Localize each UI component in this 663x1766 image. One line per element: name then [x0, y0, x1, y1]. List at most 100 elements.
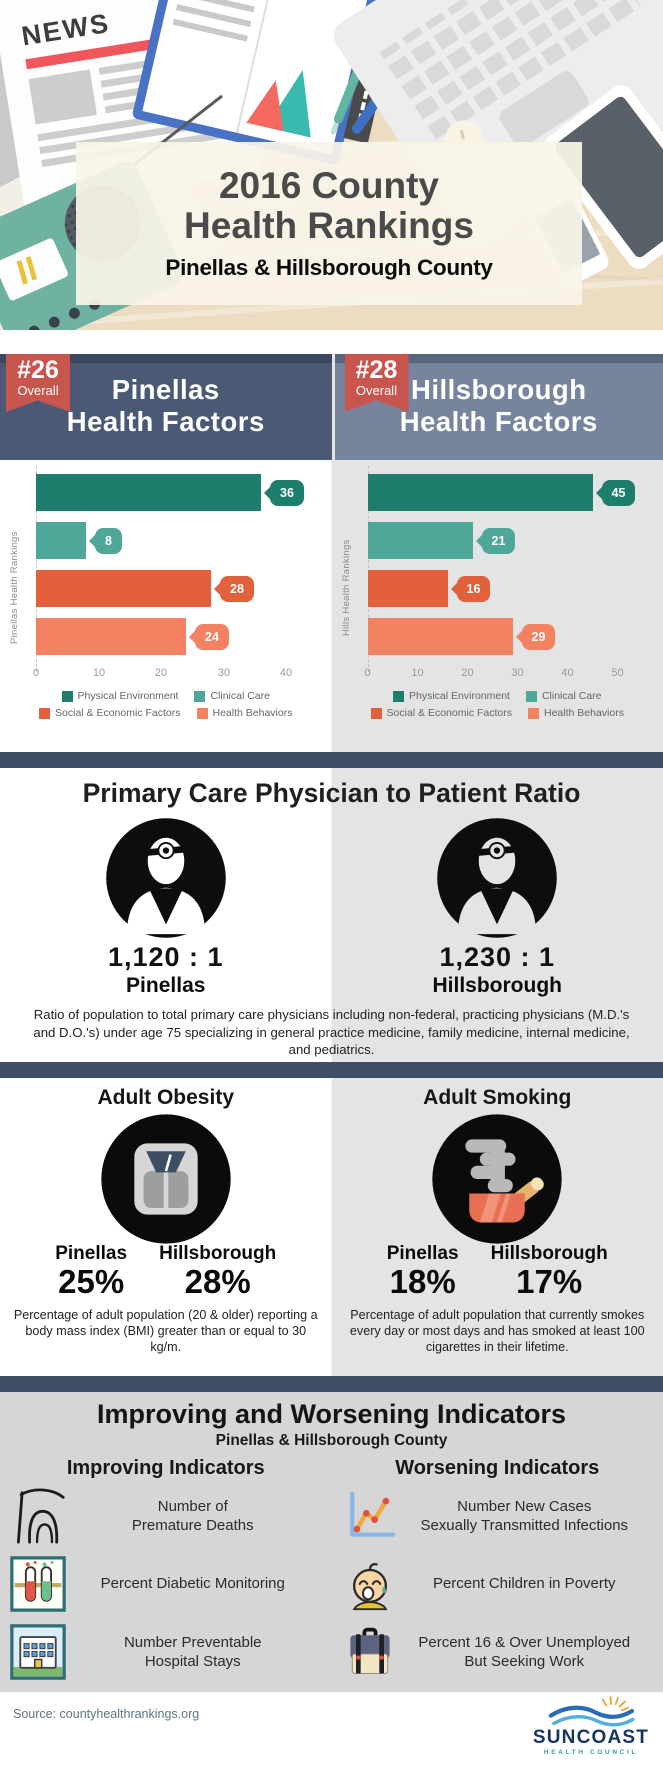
- legend-item: Clinical Care: [194, 690, 270, 702]
- bar-row: 45: [367, 474, 663, 511]
- indicator-item: Number New Cases Sexually Transmitted In…: [338, 1485, 658, 1547]
- ratio-value: 1,120 : 1: [107, 942, 224, 972]
- indicator-item: Percent Diabetic Monitoring: [6, 1553, 326, 1615]
- indicators-section: Improving and Worsening Indicators Pinel…: [0, 1392, 663, 1692]
- plot-area: 45 21 16 29 0 10 20 30 40 50: [364, 466, 663, 683]
- bar-physical-environment: [367, 474, 593, 511]
- logo-tagline: HEALTH COUNCIL: [543, 1749, 639, 1756]
- legend-item: Social & Economic Factors: [370, 707, 512, 719]
- bar-row: 16: [367, 570, 663, 607]
- legend-swatch: [196, 707, 208, 719]
- logo-name: SUNCOAST: [532, 1727, 650, 1748]
- y-axis-label: Pinellas Health Rankings: [9, 531, 20, 645]
- section-divider: [0, 1062, 663, 1078]
- bar-social-economic-factors: [367, 570, 448, 607]
- legend-item: Social & Economic Factors: [39, 707, 181, 719]
- rank-number: #26: [17, 356, 59, 384]
- county-label: Pinellas: [55, 1243, 128, 1264]
- smoking-icon: [332, 1113, 663, 1245]
- rank-label: Overall: [17, 383, 59, 398]
- bar-physical-environment: [36, 474, 261, 511]
- footer: Source: countyhealthrankings.org SUNCOAS…: [0, 1692, 663, 1765]
- page-title: 2016 County Health Rankings: [184, 165, 474, 246]
- indicator-label: Percent Children in Poverty: [432, 1575, 616, 1593]
- weight-scale-icon: [0, 1113, 332, 1245]
- legend-item: Physical Environment: [61, 690, 178, 702]
- x-tick-label: 0: [364, 667, 371, 679]
- axis-zero-line: [36, 466, 37, 672]
- stat-description: Percentage of adult population (20 & old…: [13, 1307, 318, 1355]
- bar-value-label: 21: [481, 527, 516, 554]
- improving-heading: Improving Indicators: [66, 1457, 265, 1479]
- bar-health-behaviors: [36, 618, 186, 655]
- suncoast-logo: SUNCOAST HEALTH COUNCIL: [529, 1694, 653, 1756]
- bar-row: 24: [36, 618, 332, 655]
- rank-number: #28: [355, 356, 398, 384]
- bar-clinical-care: [367, 522, 473, 559]
- county-label: Hillsborough: [159, 1243, 277, 1264]
- doctor-icon: [0, 817, 332, 939]
- newspaper-photo-placeholder: [28, 69, 97, 125]
- legend-item: Physical Environment: [393, 690, 510, 702]
- bar-value-label: 16: [456, 575, 491, 602]
- bar-row: 28: [36, 570, 332, 607]
- bar-value-label: 45: [601, 479, 636, 506]
- x-tick-label: 50: [611, 667, 624, 679]
- bar-social-economic-factors: [36, 570, 211, 607]
- bar-row: 21: [367, 522, 663, 559]
- indicators-heading: Improving and Worsening Indicators: [96, 1399, 567, 1429]
- county-label: Pinellas: [386, 1243, 459, 1264]
- bar-value-label: 28: [220, 575, 254, 602]
- x-tick-label: 40: [279, 667, 293, 679]
- crying-baby-icon: [338, 1556, 402, 1612]
- indicator-item: Percent Children in Poverty: [338, 1553, 658, 1615]
- panel-title: Hillsborough Health Factors: [399, 374, 598, 438]
- bar-health-behaviors: [367, 618, 513, 655]
- logo-waves-icon: [548, 1696, 635, 1727]
- chart-legend: Physical Environment Clinical Care Social …: [332, 690, 663, 719]
- bar-value-label: 29: [521, 623, 556, 650]
- pinellas-panel-header: #26 Overall Pinellas Health Factors: [0, 354, 332, 460]
- ratio-value: 1,230 : 1: [439, 942, 556, 972]
- axis-zero-line: [367, 466, 369, 672]
- pinellas-bar-chart: Pinellas Health Rankings 36 8 28 24 0 10 20 30 40…: [0, 460, 332, 752]
- line-chart-icon: [338, 1488, 402, 1544]
- hero-header: NEWS: [0, 0, 663, 330]
- x-axis: 0 10 20 30 40: [32, 667, 332, 683]
- legend-swatch: [525, 690, 537, 702]
- legend-item: Health Behaviors: [196, 707, 292, 719]
- indicator-item: Percent 16 & Over Unemployed But Seeking…: [338, 1621, 658, 1683]
- legend-swatch: [528, 707, 539, 719]
- briefcase-icon: [338, 1624, 402, 1680]
- bar-row: 36: [36, 474, 332, 511]
- indicator-item: Number Preventable Hospital Stays: [6, 1621, 326, 1683]
- hillsborough-panel-header: #28 Overall Hillsborough Health Factors: [334, 354, 663, 460]
- bar-value-label: 36: [270, 479, 304, 506]
- indicator-label: Percent Diabetic Monitoring: [100, 1575, 285, 1593]
- legend-swatch: [370, 707, 382, 719]
- test-tubes-icon: [6, 1556, 70, 1612]
- x-tick-label: 30: [511, 667, 524, 679]
- indicator-label: Number New Cases Sexually Transmitted In…: [420, 1497, 629, 1535]
- grim-reaper-icon: [6, 1488, 70, 1544]
- stat-description: Percentage of adult population that curr…: [349, 1307, 645, 1355]
- legend-swatch: [393, 690, 404, 702]
- x-tick-label: 20: [461, 667, 474, 679]
- source-text: Source: countyhealthrankings.org: [13, 1707, 200, 1721]
- stat-heading: Adult Obesity: [97, 1086, 234, 1109]
- bar-clinical-care: [36, 522, 86, 559]
- x-tick-label: 30: [217, 667, 231, 679]
- x-tick-label: 20: [154, 667, 168, 679]
- stat-heading: Adult Smoking: [423, 1086, 572, 1109]
- x-axis: 0 10 20 30 40 50: [364, 667, 663, 683]
- indicator-label: Number Preventable Hospital Stays: [123, 1633, 262, 1671]
- x-tick-label: 0: [32, 667, 40, 679]
- health-factors-section: #26 Overall Pinellas Health Factors Pine…: [0, 354, 663, 752]
- stat-value: 18%: [389, 1263, 456, 1300]
- section-divider: [0, 752, 663, 768]
- stat-value: 25%: [58, 1263, 125, 1300]
- spacer: [0, 330, 663, 354]
- hero-title-box: 2016 County Health Rankings Pinellas & H…: [76, 142, 582, 305]
- indicator-item: Number of Premature Deaths: [6, 1485, 326, 1547]
- hospital-icon: [6, 1624, 70, 1680]
